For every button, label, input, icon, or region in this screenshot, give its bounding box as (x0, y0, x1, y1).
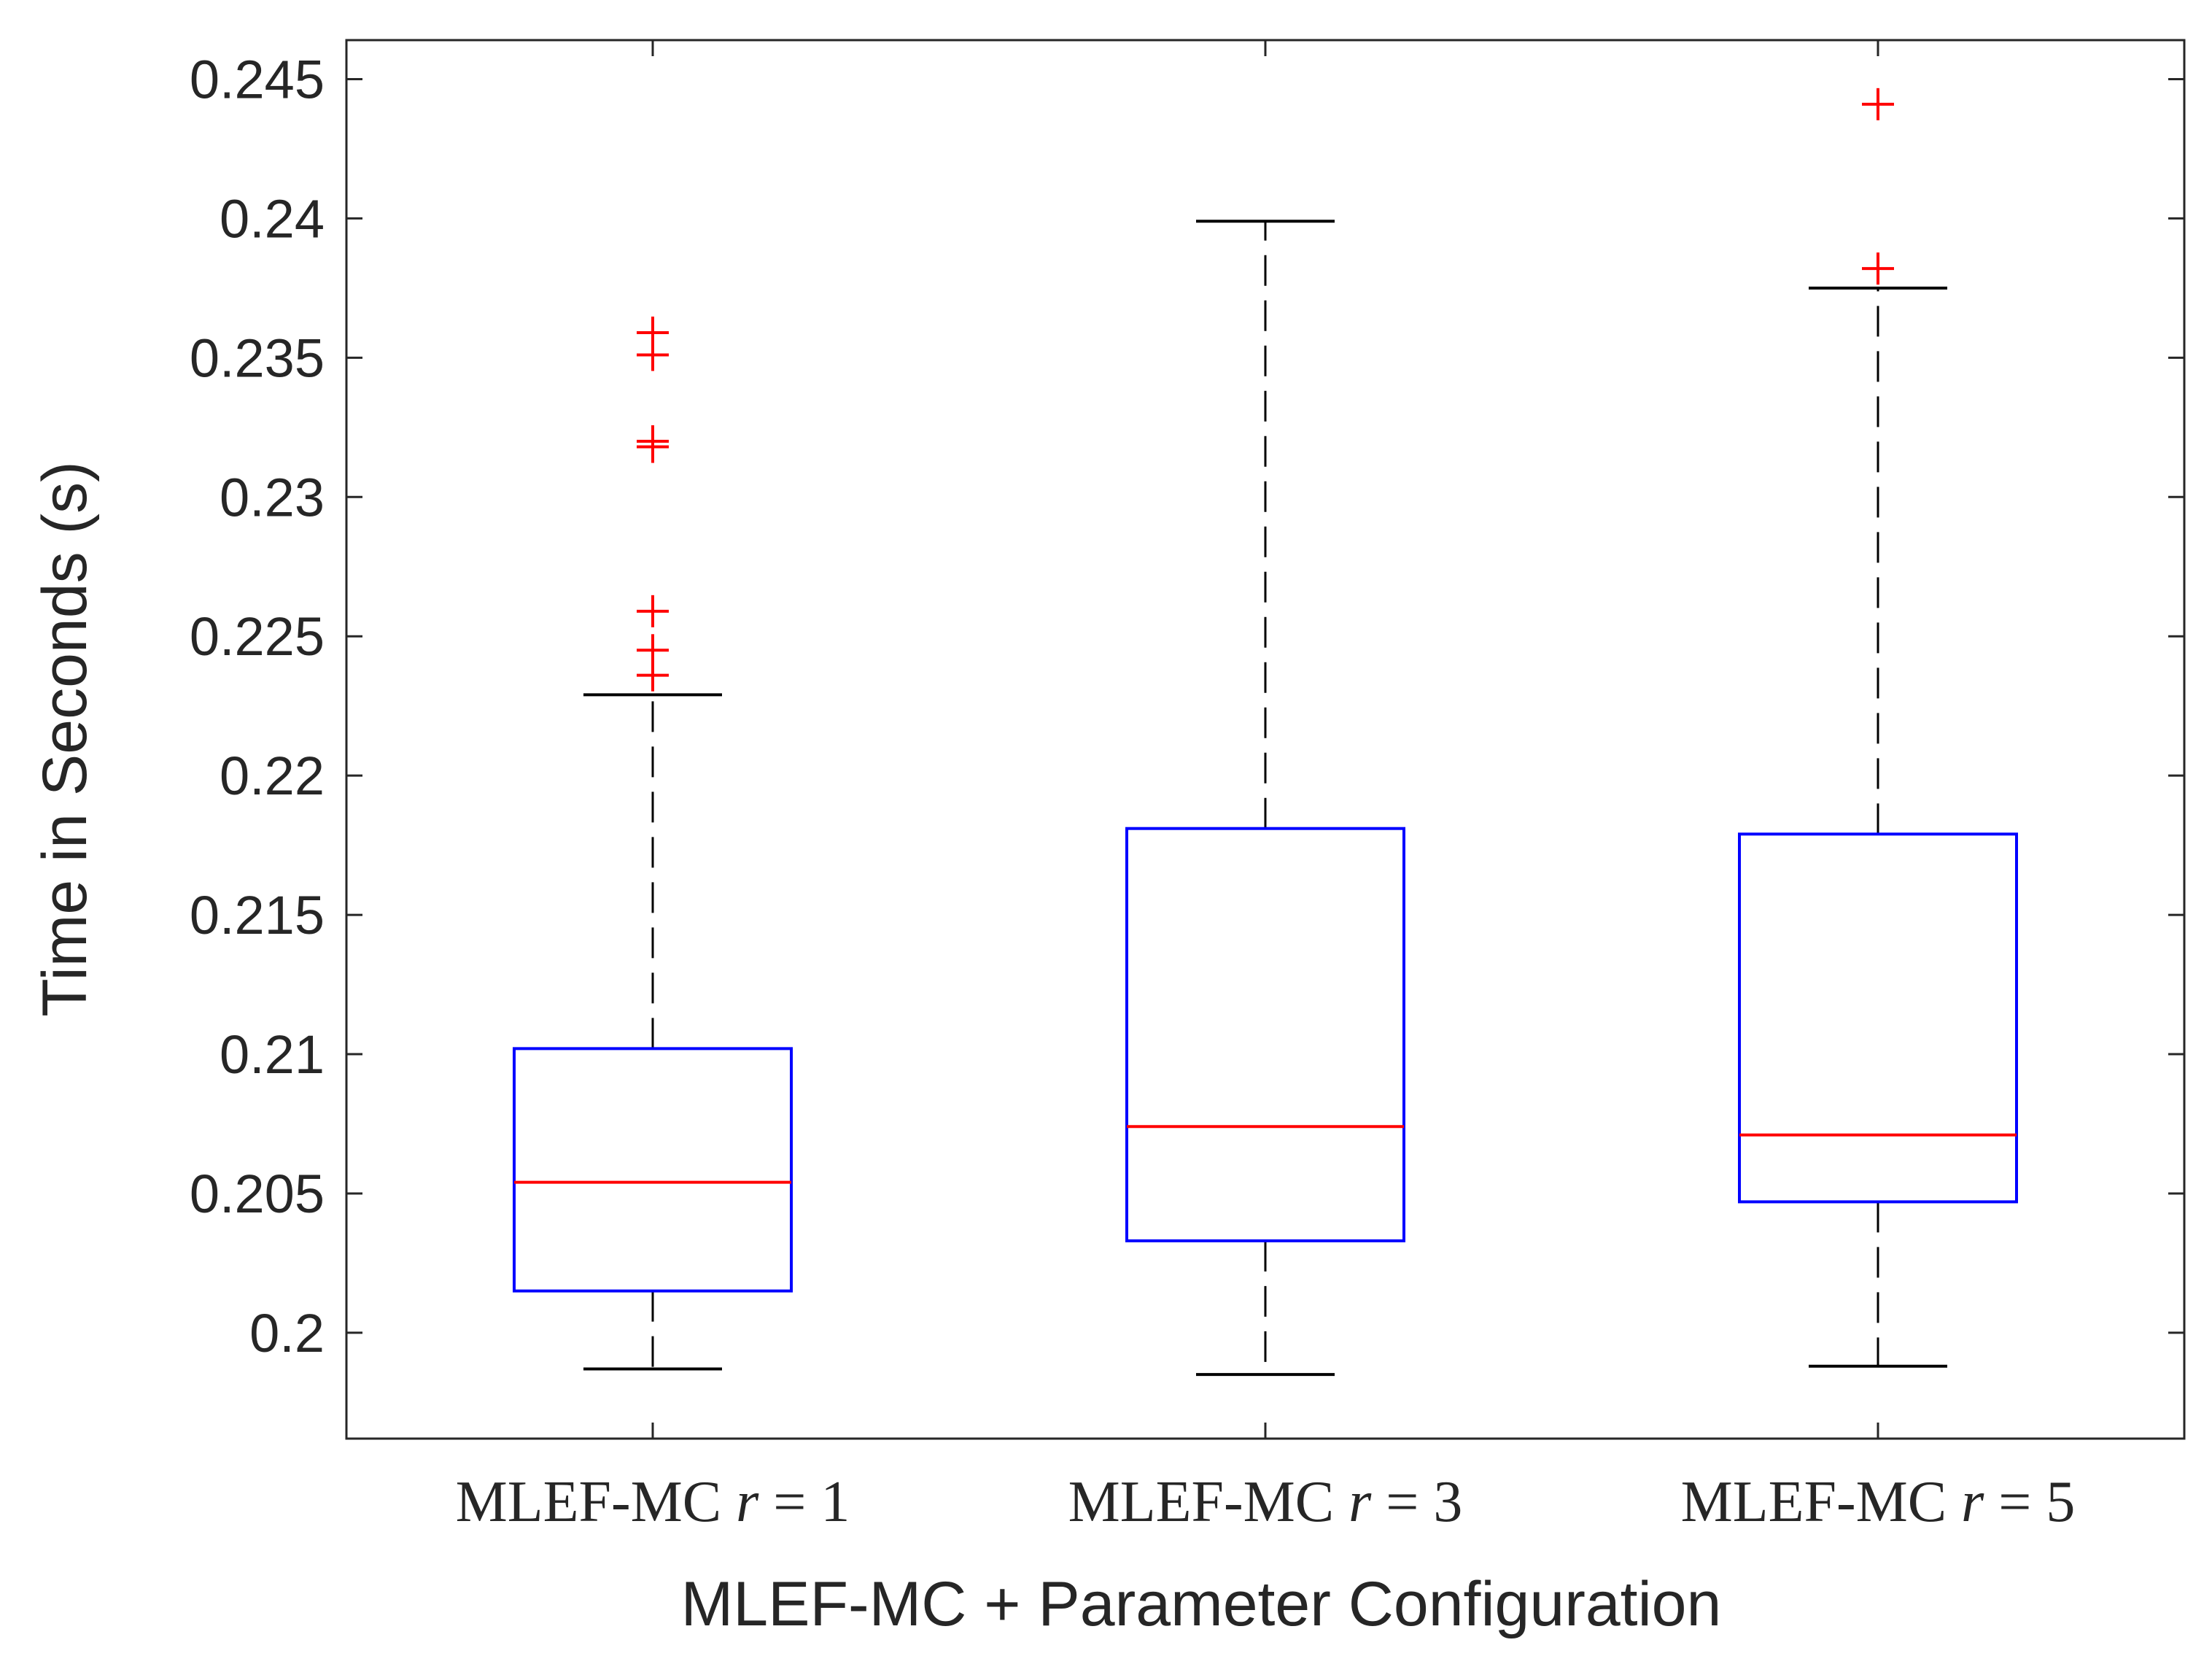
box-group (513, 316, 793, 1371)
x-tick-label: MLEF-MC r = 3 (1068, 1470, 1463, 1534)
iqr-box (1125, 827, 1405, 1242)
box-group (1125, 220, 1405, 1377)
y-axis-title: Time in Seconds (s) (30, 461, 100, 1017)
outlier-marker (637, 595, 669, 627)
outlier-marker (1862, 252, 1894, 285)
x-axis-title: MLEF-MC + Parameter Configuration (681, 1569, 1722, 1639)
y-tick-label: 0.24 (220, 188, 325, 249)
y-tick-label: 0.23 (220, 467, 325, 527)
y-tick-label: 0.245 (190, 49, 325, 109)
outlier-marker (1862, 88, 1894, 120)
x-tick-label: MLEF-MC r = 5 (1681, 1470, 2076, 1534)
y-axis: 0.2 0.205 0.21 0.215 0.22 0.225 0.23 0.235 0.24 0… (190, 49, 2184, 1363)
y-tick-label: 0.21 (220, 1024, 325, 1085)
iqr-box (513, 1047, 793, 1293)
outlier-marker (637, 634, 669, 667)
y-tick-label: 0.2 (249, 1303, 325, 1363)
outlier-marker (637, 316, 669, 349)
plot-area (513, 88, 2018, 1377)
y-tick-label: 0.205 (190, 1164, 325, 1224)
box-group (1738, 88, 2018, 1368)
y-tick-label: 0.225 (190, 606, 325, 667)
y-tick-label: 0.215 (190, 885, 325, 945)
axes-frame (345, 39, 2186, 1440)
iqr-box (1738, 832, 2018, 1204)
x-axis: MLEF-MC r = 1 MLEF-MC r = 3 MLEF-MC r = 5 (456, 40, 2076, 1534)
y-tick-label: 0.235 (190, 328, 325, 388)
x-tick-label: MLEF-MC r = 1 (456, 1470, 850, 1534)
y-tick-label: 0.22 (220, 746, 325, 806)
outlier-marker (637, 425, 669, 457)
